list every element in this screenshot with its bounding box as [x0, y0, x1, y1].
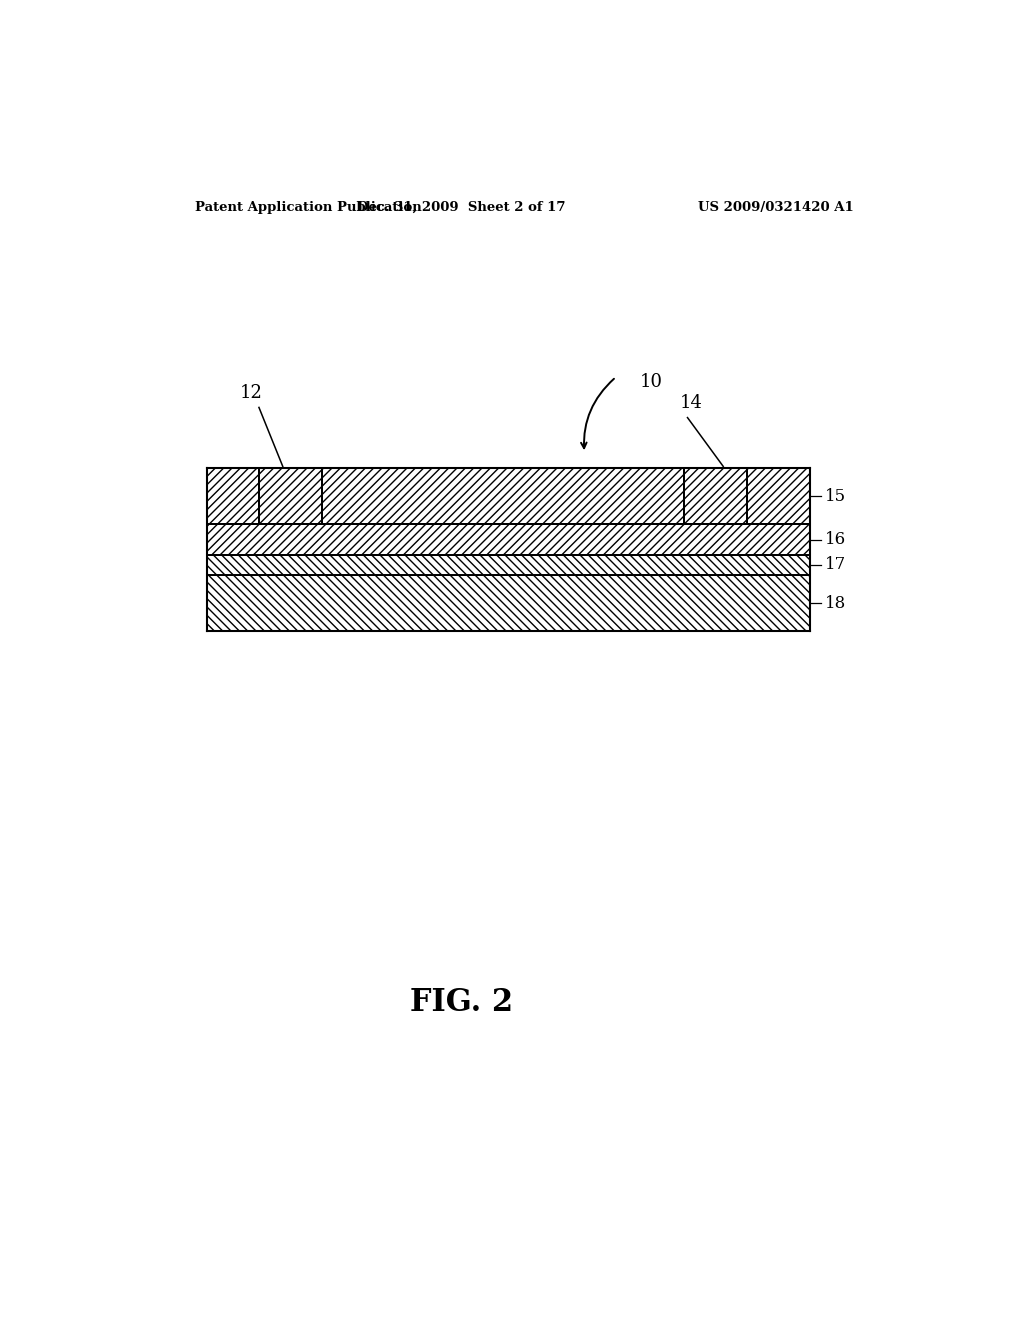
- Text: 15: 15: [824, 488, 846, 504]
- Bar: [207, 469, 259, 524]
- Bar: [207, 576, 811, 631]
- Text: 17: 17: [824, 557, 846, 573]
- Polygon shape: [684, 469, 748, 524]
- Text: 16: 16: [824, 531, 846, 548]
- Text: US 2009/0321420 A1: US 2009/0321420 A1: [698, 201, 854, 214]
- Text: FIG. 2: FIG. 2: [410, 986, 513, 1018]
- Text: 18: 18: [824, 594, 846, 611]
- Text: Dec. 31, 2009  Sheet 2 of 17: Dec. 31, 2009 Sheet 2 of 17: [357, 201, 565, 214]
- Text: Patent Application Publication: Patent Application Publication: [196, 201, 422, 214]
- Bar: [207, 554, 811, 576]
- Polygon shape: [259, 469, 323, 524]
- Bar: [748, 469, 811, 524]
- Text: 14: 14: [680, 395, 702, 412]
- Bar: [323, 469, 684, 524]
- Text: 12: 12: [240, 384, 262, 403]
- Bar: [207, 524, 811, 554]
- Text: 10: 10: [640, 374, 663, 391]
